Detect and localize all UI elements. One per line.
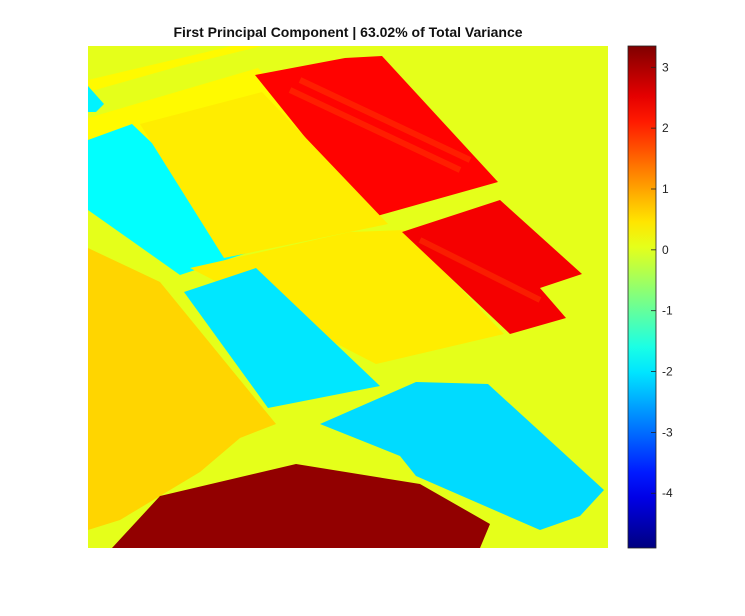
heatmap-texture-1	[298, 77, 472, 163]
colorbar-tick-label: 2	[662, 121, 669, 135]
heatmap-region-middle-yellow-field	[140, 92, 388, 258]
heatmap-region-bottom-darkred-field	[112, 464, 490, 548]
colorbar-gradient	[627, 45, 657, 549]
heatmap-region-small-left-blue-patch	[88, 86, 104, 112]
colorbar-tick-label: 0	[662, 243, 669, 257]
heatmap-plot	[88, 46, 608, 548]
colorbar-tick-label: 3	[662, 60, 669, 74]
heatmap-texture-2	[418, 237, 542, 303]
heatmap-region-middle-yellow-field	[190, 230, 504, 364]
heatmap-region-center-blue-field	[184, 268, 380, 408]
heatmap-region-bottom-blue-field	[320, 382, 604, 530]
colorbar-tick-label: -1	[662, 304, 673, 318]
colorbar-tick-label: 1	[662, 182, 669, 196]
colorbar: 3 2 1 0 -1 -2 -3 -4	[627, 45, 673, 549]
colorbar-tick-label: -2	[662, 365, 673, 379]
colorbar-tick-label: -3	[662, 425, 673, 439]
heatmap-region-middle-red-field	[402, 200, 582, 334]
chart-title: First Principal Component | 63.02% of To…	[173, 24, 523, 40]
heatmap-region-top-red-field	[255, 56, 498, 218]
heatmap-texture-0	[288, 87, 462, 173]
colorbar-tick-label: -4	[662, 486, 673, 500]
heatmap-region-left-mixed-field	[88, 248, 276, 530]
